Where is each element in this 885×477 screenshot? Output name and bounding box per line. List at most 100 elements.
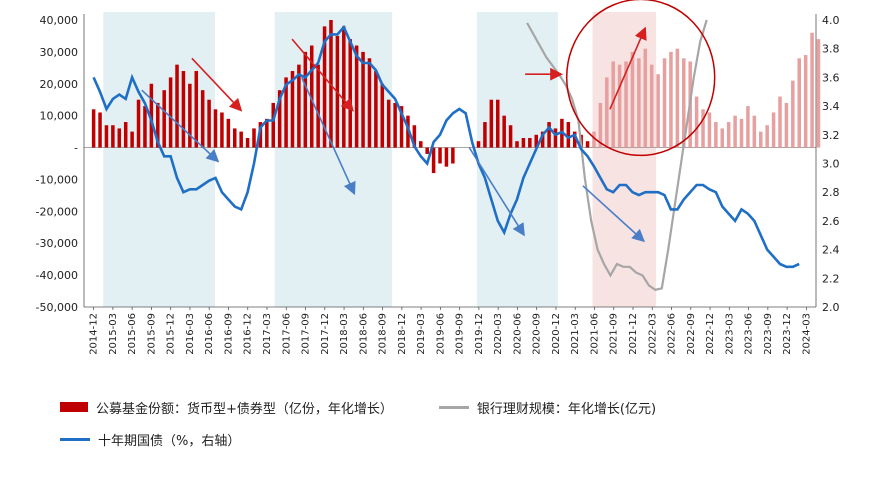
x-tick-label: 2021-12 [628, 313, 639, 355]
bar-68 [528, 137, 532, 148]
bar-13 [175, 64, 179, 148]
y-right-tick-label: 2.2 [822, 272, 840, 285]
y-left-tick-label: 40,000 [40, 14, 79, 27]
bar-99 [726, 122, 731, 148]
bar-18 [207, 99, 211, 148]
trend-arrow-3 [609, 26, 647, 110]
fund-share-bars [91, 20, 821, 174]
y-right-tick-label: 2.0 [822, 301, 840, 314]
bar-78 [592, 131, 596, 148]
x-tick-label: 2020-06 [512, 313, 523, 355]
bar-86 [643, 48, 648, 148]
bar-75 [572, 131, 577, 148]
bar-89 [662, 58, 667, 148]
x-tick-label: 2023-03 [724, 313, 735, 355]
bar-111 [803, 55, 808, 148]
x-tick-label: 2019-06 [435, 313, 446, 355]
trend-arrow-5 [300, 77, 356, 196]
y-right-tick-label: 4.0 [822, 14, 840, 27]
bar-5 [123, 122, 128, 148]
bar-94 [694, 96, 699, 148]
x-tick-label: 2020-09 [532, 313, 543, 355]
x-tick-label: 2022-06 [667, 313, 678, 355]
x-tick-label: 2024-03 [801, 313, 812, 355]
y-right-tick-label: 3.6 [822, 71, 840, 84]
bar-54 [438, 147, 442, 164]
bar-3 [111, 125, 115, 148]
bar-98 [720, 128, 725, 148]
bar-109 [791, 80, 795, 148]
bar-8 [143, 106, 147, 148]
bar-92 [682, 58, 686, 148]
x-tick-label: 2018-09 [378, 313, 389, 355]
x-tick-label: 2018-12 [397, 313, 408, 355]
bar-2 [104, 125, 109, 148]
bar-101 [739, 118, 744, 148]
bar-12 [168, 77, 173, 148]
bar-108 [784, 102, 789, 148]
bar-27 [265, 118, 269, 148]
bar-72 [553, 128, 558, 148]
bar-15 [188, 83, 192, 148]
bar-85 [637, 58, 641, 148]
bar-34 [309, 45, 314, 148]
bar-105 [765, 125, 769, 148]
y-left-tick-label: - [74, 142, 78, 155]
bar-14 [181, 71, 186, 148]
bar-40 [348, 39, 352, 148]
legend-item-bank-wealth: 银行理财规模：年化增长(亿元) [438, 398, 657, 417]
x-tick-label: 2019-03 [416, 313, 427, 355]
bar-21 [226, 118, 231, 148]
y-left-tick-label: -10,000 [36, 173, 78, 186]
x-tick-label: 2016-03 [185, 313, 196, 355]
bar-1 [98, 112, 102, 148]
bar-84 [630, 51, 635, 148]
trend-arrow-6 [468, 147, 525, 237]
bar-7 [136, 99, 141, 148]
legend: 公募基金份额：货币型+债券型（亿份，年化增长） 银行理财规模：年化增长(亿元) … [60, 396, 860, 460]
bar-60 [476, 141, 481, 148]
bar-82 [617, 64, 622, 148]
bar-33 [303, 51, 308, 148]
y-right-tick-label: 3.8 [822, 43, 840, 56]
y-right-tick-label: 3.0 [822, 158, 840, 171]
trend-arrow-0 [191, 57, 243, 112]
x-tick-label: 2017-06 [281, 313, 292, 355]
x-tick-label: 2022-03 [647, 313, 658, 355]
x-tick-label: 2021-09 [609, 313, 620, 355]
bar-71 [547, 122, 551, 148]
bar-88 [656, 74, 660, 148]
bar-32 [297, 64, 301, 148]
legend-swatch-bar [60, 402, 88, 412]
bar-44 [374, 71, 378, 148]
bar-102 [746, 106, 750, 148]
bar-10 [156, 102, 160, 148]
y-left-tick-label: 30,000 [40, 46, 79, 59]
bar-50 [412, 125, 417, 148]
y-right-tick-label: 2.4 [822, 244, 840, 257]
bar-63 [495, 99, 500, 148]
legend-swatch-bond [60, 437, 90, 441]
bar-19 [213, 109, 218, 148]
x-tick-label: 2022-12 [705, 313, 716, 355]
trend-arrow-1 [291, 38, 354, 112]
shaded-period-1 [274, 12, 393, 307]
bar-6 [130, 131, 134, 148]
bar-113 [816, 39, 821, 148]
bar-107 [778, 96, 782, 148]
trend-arrow-7 [582, 185, 646, 243]
bar-55 [444, 147, 449, 167]
bar-41 [354, 45, 359, 148]
shaded-periods [103, 12, 657, 307]
x-tick-label: 2023-09 [763, 313, 774, 355]
shaded-period-2 [476, 12, 558, 307]
legend-label-bank-wealth: 银行理财规模：年化增长(亿元) [476, 401, 657, 417]
chart: 40,000 30,000 20,000 10,000 - -10,000 -20,000 -… [36, 0, 840, 355]
x-tick-label: 2018-06 [358, 313, 369, 355]
y-left-tick-label: 20,000 [40, 78, 79, 91]
bar-83 [624, 61, 628, 148]
bar-17 [200, 90, 205, 148]
bar-28 [271, 102, 276, 148]
x-tick-label: 2015-09 [146, 313, 157, 355]
y-right-tick-label: 3.2 [822, 129, 840, 142]
